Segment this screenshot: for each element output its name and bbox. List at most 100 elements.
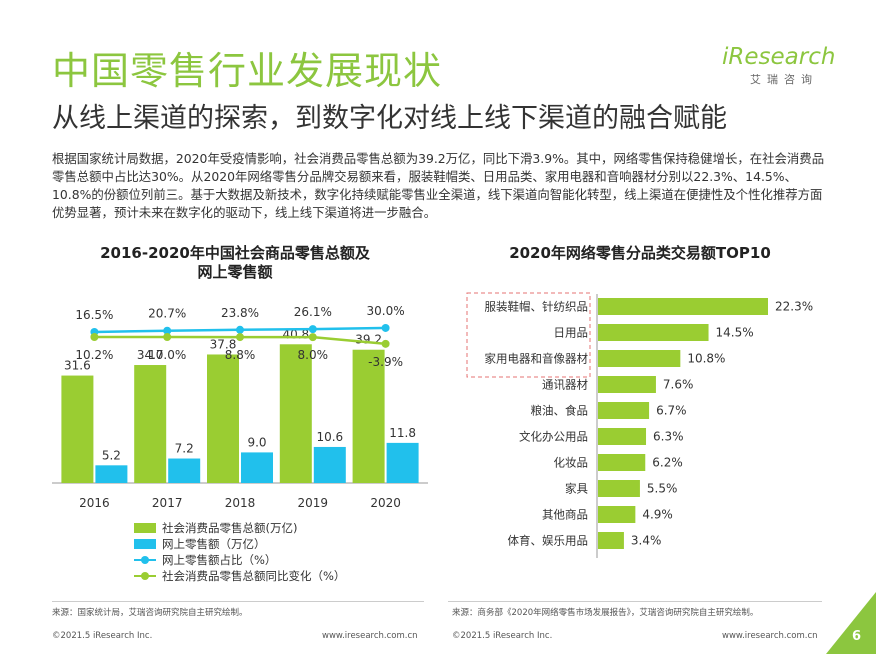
bar-4	[598, 402, 650, 419]
source-left: 来源：国家统计局，艾瑞咨询研究院自主研究绘制。	[52, 608, 248, 618]
chart2-plot: 服装鞋帽、针纺织品 22.3% 日用品 14.5% 家用电器和音像器材 10.8% 通讯器材…	[466, 292, 813, 558]
bar-label: 39.2	[355, 333, 382, 347]
bar-9	[598, 532, 624, 549]
bar-total-2020	[352, 349, 385, 483]
chart1-title: 2016-2020年中国社会商品零售总额及 网上零售额	[70, 244, 400, 282]
x-tick-label: 2018	[225, 496, 256, 510]
legend-label: 网上零售额占比（%）	[162, 553, 277, 567]
chart1-legend: 社会消费品零售总额(万亿) 网上零售额（万亿） 网上零售额占比（%） 社会消费品零售总…	[134, 520, 345, 584]
line-point	[163, 326, 172, 335]
bar-value-label: 10.8%	[687, 352, 725, 366]
body-paragraph: 根据国家统计局数据，2020年受疫情影响，社会消费品零售总额为39.2万亿，同比…	[52, 151, 825, 220]
line-point	[236, 333, 244, 342]
source-right: 来源：商务部《2020年网络零售市场发展报告》，艾瑞咨询研究院自主研究绘制。	[452, 608, 759, 618]
line-point	[163, 333, 172, 342]
bar-online-2020	[386, 442, 419, 483]
line-label: 10.2%	[75, 348, 113, 362]
line-point	[308, 333, 317, 342]
bar-value-label: 5.5%	[647, 482, 678, 496]
x-tick-label: 2017	[152, 496, 183, 510]
legend-item: 网上零售额占比（%）	[134, 552, 345, 568]
category-label: 化妆品	[554, 456, 589, 470]
footer-url-left: www.iresearch.com.cn	[322, 631, 418, 641]
category-label: 家用电器和音像器材	[485, 352, 589, 366]
logo-wordmark: iResearch	[722, 44, 836, 70]
bar-0	[598, 298, 768, 315]
bar-1	[598, 324, 709, 341]
footer-copyright-left: ©2021.5 iResearch Inc.	[52, 631, 153, 641]
line-label: 30.0%	[367, 304, 405, 318]
category-label: 日用品	[554, 326, 589, 340]
line-label: 26.1%	[294, 305, 332, 319]
bar-value-label: 6.3%	[653, 430, 684, 444]
legend-item: 社会消费品零售总额同比变化（%）	[134, 568, 345, 584]
legend-item: 社会消费品零售总额(万亿)	[134, 520, 345, 536]
bar-label: 10.6	[316, 430, 343, 444]
bar-2	[598, 350, 681, 367]
category-label: 服装鞋帽、针纺织品	[485, 300, 589, 314]
line-point	[381, 323, 390, 332]
chart1-plot: 31.65.2201634.77.2201737.89.0201840.810.…	[52, 304, 428, 510]
page-corner-triangle	[826, 592, 876, 654]
bar-value-label: 6.2%	[652, 456, 683, 470]
bar-5	[598, 428, 647, 445]
chart1-title-line2: 网上零售额	[197, 263, 273, 281]
line-label: 8.0%	[298, 348, 329, 362]
bar-total-2017	[134, 365, 167, 483]
legend-swatch	[134, 539, 156, 549]
bar-label: 5.2	[102, 448, 121, 462]
line-point	[90, 333, 99, 341]
bar-8	[598, 506, 636, 523]
line-label: 8.8%	[225, 348, 256, 362]
line-label: 20.7%	[148, 307, 186, 321]
bar-value-label: 7.6%	[663, 378, 694, 392]
bar-label: 7.2	[175, 442, 194, 456]
footer-url-right: www.iresearch.com.cn	[722, 631, 818, 641]
bar-label: 34.7	[137, 348, 164, 362]
footer-divider-right	[448, 601, 822, 602]
chart2-title: 2020年网络零售分品类交易额TOP10	[509, 244, 771, 262]
chart1-title-line1: 2016-2020年中国社会商品零售总额及	[100, 244, 370, 262]
category-label: 文化办公用品	[519, 430, 588, 444]
line-point	[308, 325, 317, 334]
bar-total-2019	[279, 344, 312, 483]
bar-value-label: 22.3%	[775, 300, 813, 314]
legend-swatch	[134, 571, 156, 581]
category-label: 其他商品	[542, 508, 588, 522]
line-point	[381, 339, 390, 348]
bar-online-2016	[95, 465, 128, 483]
line-label: 10.0%	[148, 348, 186, 362]
bar-online-2017	[168, 458, 201, 483]
x-tick-label: 2016	[79, 496, 110, 510]
bar-online-2018	[241, 452, 273, 483]
bar-label: 31.6	[64, 359, 91, 373]
category-label: 家具	[565, 482, 588, 496]
footer-copyright-right: ©2021.5 iResearch Inc.	[452, 631, 553, 641]
line-label: 16.5%	[75, 308, 113, 322]
footer-divider-left	[52, 601, 424, 602]
bar-6	[598, 454, 646, 471]
bar-value-label: 6.7%	[656, 404, 687, 418]
bar-online-2019	[313, 446, 346, 483]
line-label: -3.9%	[368, 355, 403, 369]
legend-item: 网上零售额（万亿）	[134, 536, 345, 552]
bar-value-label: 14.5%	[716, 326, 754, 340]
category-label: 通讯器材	[542, 378, 588, 392]
category-label: 粮油、食品	[531, 404, 589, 418]
logo-chinese: 艾瑞咨询	[750, 73, 818, 86]
legend-label: 社会消费品零售总额同比变化（%）	[162, 569, 346, 583]
bar-total-2018	[207, 354, 239, 483]
x-tick-label: 2020	[370, 496, 401, 510]
legend-swatch	[134, 555, 156, 565]
top3-highlight-box	[466, 292, 591, 378]
legend-label: 社会消费品零售总额(万亿)	[162, 521, 298, 535]
bar-7	[598, 480, 640, 497]
page-subtitle: 从线上渠道的探索，到数字化对线上线下渠道的融合赋能	[52, 103, 727, 134]
bar-label: 37.8	[210, 337, 237, 351]
bar-label: 11.8	[389, 426, 416, 440]
bar-label: 9.0	[247, 435, 266, 449]
legend-swatch	[134, 523, 156, 533]
x-tick-label: 2019	[298, 496, 329, 510]
line-point	[236, 325, 244, 334]
page-title: 中国零售行业发展现状	[52, 49, 443, 93]
